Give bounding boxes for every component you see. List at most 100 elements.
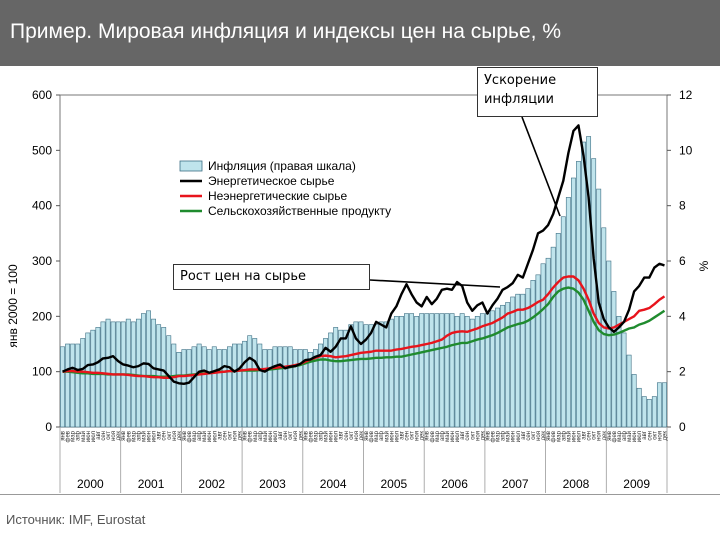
- x-month-label: авг: [582, 430, 588, 440]
- x-month-label: сен: [587, 431, 593, 441]
- x-month-label: апр: [379, 430, 385, 441]
- x-month-label: дек: [662, 431, 668, 441]
- x-month-label: фев: [430, 431, 436, 442]
- y-left-tick-label: 500: [32, 143, 52, 157]
- legend-label: Энергетическое сырье: [208, 174, 335, 188]
- inflation-bar: [252, 338, 258, 428]
- x-month-label: фев: [66, 431, 72, 442]
- inflation-bar: [586, 136, 592, 428]
- x-month-label: июл: [637, 431, 643, 443]
- x-month-label: янв: [425, 431, 431, 441]
- inflation-bar: [393, 316, 399, 428]
- y-right-tick-label: 10: [679, 143, 693, 157]
- inflation-bar: [343, 329, 349, 428]
- x-month-label: янв: [243, 431, 249, 441]
- series-line-nonenergy: [62, 275, 666, 379]
- inflation-bar: [555, 233, 561, 428]
- x-month-label: окт: [288, 431, 294, 440]
- x-month-label: июн: [147, 431, 153, 442]
- inflation-bar: [353, 321, 359, 428]
- inflation-bar: [60, 346, 65, 428]
- x-month-label: июн: [329, 431, 335, 442]
- x-month-label: май: [444, 431, 451, 442]
- inflation-bar: [125, 318, 131, 428]
- inflation-bar: [95, 327, 101, 428]
- x-month-label: апр: [319, 430, 325, 441]
- y-axis-right-label: %: [697, 260, 711, 271]
- inflation-bar: [378, 321, 384, 428]
- x-month-label: мар: [374, 430, 380, 441]
- source-note: Источник: IMF, Eurostat: [6, 512, 146, 527]
- x-month-label: июн: [571, 431, 577, 442]
- x-month-label: июн: [450, 431, 456, 442]
- inflation-bar: [616, 316, 622, 428]
- inflation-bar: [297, 349, 303, 428]
- x-month-label: ноя: [111, 431, 117, 441]
- y-left-tick-label: 200: [32, 309, 52, 323]
- x-month-label: апр: [197, 430, 203, 441]
- inflation-bar: [641, 396, 647, 428]
- x-year-label: 2003: [259, 477, 286, 491]
- inflation-bar: [656, 382, 662, 428]
- x-year-label: 2008: [563, 477, 590, 491]
- x-month-label: дек: [116, 431, 122, 441]
- x-month-label: окт: [227, 431, 233, 440]
- inflation-bar: [65, 343, 71, 428]
- inflation-bar: [348, 324, 354, 428]
- y-right-tick-label: 6: [679, 254, 686, 268]
- x-month-label: мар: [435, 430, 441, 441]
- x-month-label: сен: [101, 431, 107, 441]
- x-month-label: апр: [561, 430, 567, 441]
- inflation-bar: [424, 313, 430, 428]
- inflation-bar: [454, 316, 460, 428]
- x-month-label: дек: [480, 431, 486, 441]
- inflation-bar: [439, 313, 445, 428]
- inflation-bar: [358, 321, 364, 428]
- x-year-label: 2006: [441, 477, 468, 491]
- inflation-bar: [257, 343, 263, 428]
- x-month-label: июл: [212, 431, 218, 443]
- inflation-bar: [388, 318, 394, 428]
- x-month-label: фев: [248, 431, 254, 442]
- inflation-bar: [464, 316, 470, 428]
- legend-label: Инфляция (правая шкала): [208, 159, 356, 173]
- inflation-bar: [146, 310, 151, 428]
- inflation-bar: [383, 321, 389, 428]
- callout-growth: Рост цен на сырье: [173, 264, 370, 290]
- x-month-label: май: [626, 431, 633, 442]
- x-month-label: июн: [268, 431, 274, 442]
- x-month-label: мар: [192, 430, 198, 441]
- inflation-bar: [505, 302, 511, 428]
- inflation-bar: [135, 318, 141, 428]
- inflation-bar: [196, 343, 202, 428]
- x-month-label: фев: [490, 431, 496, 442]
- x-month-label: мар: [556, 430, 562, 441]
- x-month-label: мар: [617, 430, 623, 441]
- x-month-label: янв: [303, 431, 309, 441]
- x-month-label: авг: [460, 430, 466, 440]
- inflation-bar: [409, 313, 414, 428]
- x-year-label: 2004: [320, 477, 347, 491]
- x-month-label: фев: [369, 431, 375, 442]
- x-month-label: авг: [96, 430, 102, 440]
- x-month-label: июн: [632, 431, 638, 442]
- inflation-bar: [591, 158, 597, 428]
- x-month-label: авг: [278, 430, 284, 440]
- inflation-bar: [444, 313, 450, 428]
- legend-swatch-inflation: [179, 160, 203, 172]
- x-month-label: июл: [394, 431, 400, 443]
- inflation-bar: [404, 313, 409, 428]
- x-month-label: дек: [298, 431, 304, 441]
- legend-label: Сельскохозяйственные продукту: [208, 204, 391, 218]
- x-month-label: фев: [126, 431, 132, 442]
- callout-connectors: [369, 116, 561, 288]
- x-month-label: ноя: [233, 431, 239, 441]
- callout-acceleration-connector: [521, 116, 561, 217]
- x-month-label: мар: [71, 430, 77, 441]
- x-month-label: сен: [222, 431, 228, 441]
- inflation-bar: [221, 349, 227, 428]
- x-month-label: авг: [642, 430, 648, 440]
- x-year-label: 2000: [77, 477, 104, 491]
- y-right-tick-label: 0: [679, 420, 686, 434]
